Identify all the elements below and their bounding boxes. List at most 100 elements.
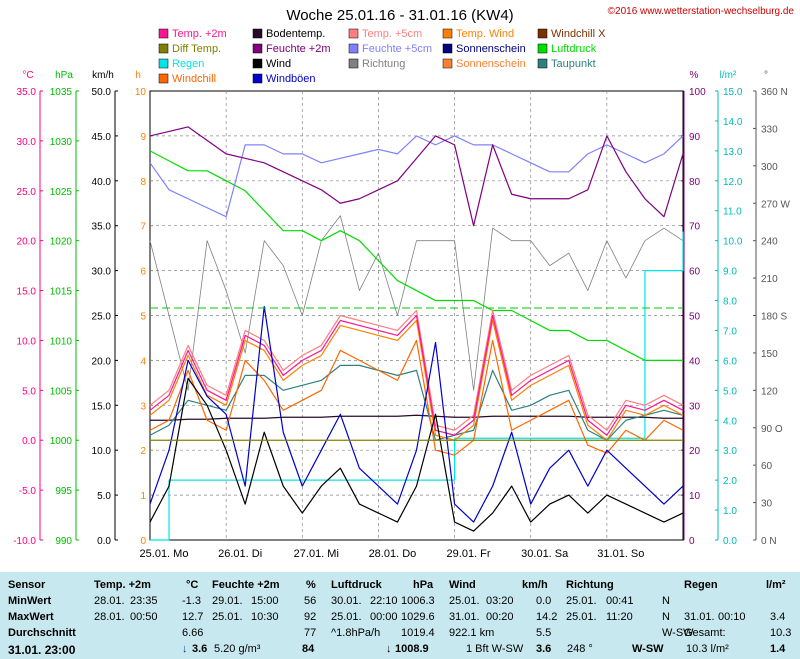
legend-swatch — [252, 58, 263, 69]
legend-swatch — [252, 43, 263, 54]
percent-tick-label: 50 — [689, 312, 701, 323]
direction-tick-label: 270 W — [761, 199, 790, 210]
legend-label: Temp. +2m — [172, 28, 227, 40]
hours-tick-label: 10 — [135, 87, 147, 98]
hours-tick-label: 5 — [140, 312, 146, 323]
hours-tick-label: 8 — [140, 177, 146, 188]
percent-tick-label: 100 — [689, 87, 706, 98]
legend-swatch — [442, 58, 453, 69]
cell-value: 29.01. — [212, 595, 243, 607]
legend-label: Temp. Wind — [456, 28, 514, 40]
current-dir-deg: 248 ° — [567, 643, 593, 655]
x-axis-label: 27.01. Mi — [294, 548, 339, 560]
rain-tick-label: 3.0 — [723, 446, 737, 457]
legend-label: Regen — [172, 58, 204, 70]
cell-value: Gesamt: — [684, 627, 726, 639]
series-feuchte-5cm — [149, 135, 684, 218]
col-direction: Richtung — [566, 579, 614, 591]
legend-label: Wind — [266, 58, 291, 70]
cell-value: 22:10 — [370, 595, 398, 607]
rain-tick-label: 13.0 — [723, 147, 743, 158]
cell-value: ^1.8hPa/h — [331, 627, 381, 639]
cell-value: N — [662, 595, 670, 607]
rain-axis-unit: l/m² — [720, 70, 737, 81]
direction-tick-label: 120 — [761, 386, 778, 397]
legend-swatch — [348, 58, 359, 69]
legend-swatch — [158, 28, 169, 39]
series-feuchte-2m — [149, 126, 684, 227]
direction-tick-label: 360 N — [761, 87, 788, 98]
current-wind-bft: 1 Bft W-SW — [466, 643, 524, 655]
x-axis-label: 26.01. Di — [218, 548, 262, 560]
series-wind — [149, 377, 684, 532]
hpa-tick-label: 1000 — [50, 436, 73, 447]
x-axis-label: 30.01. Sa — [521, 548, 569, 560]
col-pressure-unit: hPa — [413, 579, 434, 591]
cell-value: 1029.6 — [401, 611, 435, 623]
series-taupunkt — [149, 364, 684, 441]
arrow-down-icon: ↓ — [386, 643, 392, 655]
percent-tick-label: 60 — [689, 267, 701, 278]
kmh-tick-label: 40.0 — [92, 177, 112, 188]
legend-label: Taupunkt — [551, 58, 596, 70]
cell-value: 1006.3 — [401, 595, 435, 607]
direction-tick-label: 210 — [761, 274, 778, 285]
copyright-text: ©2016 www.wetterstation-wechselburg.de — [608, 6, 795, 17]
hours-axis-unit: h — [135, 70, 141, 81]
col-humid: Feuchte +2m — [212, 579, 280, 591]
kmh-tick-label: 50.0 — [92, 87, 112, 98]
kmh-tick-label: 45.0 — [92, 132, 112, 143]
hours-tick-label: 9 — [140, 132, 146, 143]
legend-label: Feuchte +5cm — [362, 43, 432, 55]
cell-value: 5.5 — [536, 627, 552, 639]
kmh-tick-label: 0.0 — [97, 536, 111, 547]
percent-tick-label: 90 — [689, 132, 701, 143]
kmh-tick-label: 25.0 — [92, 312, 112, 323]
row-label: MinWert — [8, 595, 52, 607]
arrow-down-icon: ↓ — [182, 643, 188, 655]
direction-tick-label: 60 — [761, 461, 773, 472]
legend-swatch — [252, 73, 263, 84]
cell-value: W-SW — [662, 627, 694, 639]
cell-value: 28.01. — [94, 595, 125, 607]
legend-swatch — [442, 43, 453, 54]
series-windb-en — [149, 305, 684, 523]
direction-tick-label: 240 — [761, 237, 778, 248]
legend-label: Bodentemp. — [266, 28, 325, 40]
direction-axis-unit: ° — [764, 70, 768, 81]
legend-label: Diff Temp. — [172, 43, 221, 55]
rain-tick-label: 14.0 — [723, 117, 743, 128]
cell-value: 25.01. — [449, 595, 480, 607]
col-temp-unit: °C — [186, 579, 199, 591]
cell-value: 23:35 — [130, 595, 158, 607]
celsius-tick-label: 10.0 — [17, 336, 37, 347]
col-wind-unit: km/h — [522, 579, 548, 591]
legend-label: Windböen — [266, 73, 316, 85]
cell-value: 31.01. — [684, 611, 715, 623]
summary-header-row: Sensor Temp. +2m °C Feuchte +2m % Luftdr… — [0, 578, 800, 593]
percent-axis-unit: % — [690, 70, 699, 81]
cell-value: 25.01. — [212, 611, 243, 623]
hours-tick-label: 1 — [140, 491, 146, 502]
series-temp-wind — [149, 319, 684, 441]
percent-tick-label: 70 — [689, 222, 701, 233]
rain-tick-label: 1.0 — [723, 506, 737, 517]
percent-tick-label: 20 — [689, 446, 701, 457]
kmh-tick-label: 15.0 — [92, 401, 112, 412]
direction-tick-label: 30 — [761, 499, 773, 510]
hpa-tick-label: 1015 — [50, 287, 73, 298]
cell-value: 03:20 — [486, 595, 514, 607]
direction-tick-label: 0 N — [761, 536, 777, 547]
legend-label: Sonnenschein — [456, 43, 526, 55]
celsius-tick-label: 25.0 — [17, 187, 37, 198]
hours-tick-label: 7 — [140, 222, 146, 233]
rain-tick-label: 0.0 — [723, 536, 737, 547]
cell-value: 0.0 — [536, 595, 552, 607]
legend-label: Luftdruck — [551, 43, 597, 55]
rain-tick-label: 9.0 — [723, 267, 737, 278]
cell-value: 15:00 — [251, 595, 279, 607]
cell-value: 10.3 — [770, 627, 792, 639]
cell-value: 14.2 — [536, 611, 558, 623]
current-pressure: 1008.9 — [395, 643, 429, 655]
direction-tick-label: 150 — [761, 349, 778, 360]
